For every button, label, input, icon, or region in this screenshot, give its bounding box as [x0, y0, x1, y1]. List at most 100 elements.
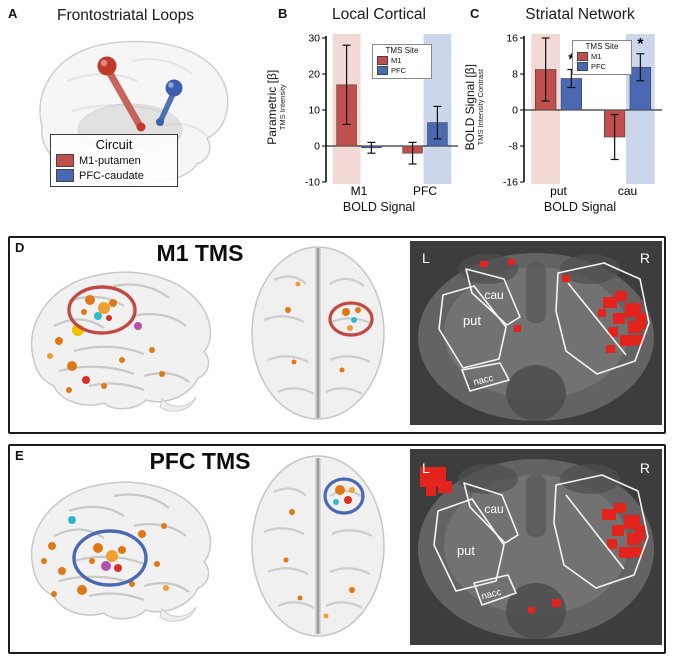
circuit-legend: Circuit M1-putamen PFC-caudate — [50, 134, 178, 187]
brain-sulci — [263, 487, 373, 609]
caudate-node — [156, 118, 164, 126]
m1-swatch — [377, 56, 388, 65]
pfc-node-highlight — [168, 82, 174, 88]
cerebellum — [159, 396, 197, 412]
right-hemisphere-label: R — [640, 460, 650, 476]
x-category-label: put — [550, 184, 567, 198]
panel-d-title: M1 TMS — [156, 240, 244, 266]
significance-marker: * — [637, 36, 644, 53]
bar-chart-striatal-network: -16 -8 0 8 16 * put * cau — [503, 33, 662, 198]
m1-striatal-slice: L R cau put nacc — [410, 241, 662, 425]
striatal-outlines — [433, 474, 649, 606]
panel-b-letter: B — [278, 6, 288, 21]
chart-c-x-axis-label: BOLD Signal — [543, 200, 617, 214]
chart-c-legend-title: TMS Site — [585, 42, 619, 51]
caudate-label: cau — [484, 288, 503, 302]
y-tick-label: 16 — [506, 33, 518, 45]
panel-e-letter: E — [15, 448, 24, 463]
chart-b-legend: TMS Site M1 PFC — [372, 44, 432, 79]
pfc-circle-annotation — [72, 529, 148, 587]
slice-dark-region — [560, 464, 620, 494]
left-caudate-outline — [463, 482, 519, 544]
right-internal-divider — [567, 282, 627, 356]
pfc-circle-annotation — [323, 477, 365, 515]
slice-ventricle — [526, 475, 546, 537]
panel-c-title: Striatal Network — [525, 6, 635, 23]
panel-b-title: Local Cortical — [332, 6, 426, 23]
m1-node — [97, 56, 117, 76]
activation-clusters — [480, 259, 646, 353]
slice-labels: L R cau put nacc — [422, 460, 650, 602]
chart-b-legend-title: TMS Site — [385, 46, 419, 55]
chart-b-y-axis-label: Parametric [β] TMS Intensity — [265, 32, 287, 182]
chart-b-legend-m1: M1 — [377, 56, 427, 65]
nacc-label: nacc — [480, 587, 502, 603]
slice-dark-region — [506, 583, 566, 639]
legend-item-pfc-caudate: PFC-caudate — [56, 169, 172, 182]
striatal-outlines — [438, 262, 650, 392]
x-category-label: cau — [618, 184, 637, 198]
left-hemisphere-label: L — [422, 460, 430, 476]
panel-d-letter: D — [15, 240, 25, 255]
left-hemisphere-label: L — [422, 250, 430, 266]
circuit-legend-title: Circuit — [95, 137, 133, 152]
slice-labels: L R cau put nacc — [422, 250, 650, 388]
chart-b-x-axis-label: BOLD Signal — [342, 200, 416, 214]
m1-putamen-swatch — [56, 154, 74, 167]
y-tick-label: 20 — [308, 69, 320, 81]
pfc-axial-brain — [251, 455, 385, 637]
right-internal-divider — [565, 494, 625, 570]
caudate-label: cau — [484, 502, 503, 516]
pfc-swatch — [577, 62, 588, 71]
slice-dark-region — [458, 464, 518, 494]
left-putamen-outline — [438, 285, 507, 369]
activation-blobs — [283, 485, 355, 619]
brain-sulci — [53, 283, 190, 392]
m1-lateral-brain — [30, 271, 212, 412]
m1-node-highlight — [100, 59, 108, 67]
pfc-striatal-slice: L R cau put nacc — [410, 449, 662, 645]
chart-b-ylabel-sub: TMS Intensity — [277, 84, 287, 131]
pfc-lateral-brain — [30, 481, 212, 622]
left-nacc-outline — [461, 362, 510, 392]
chart-b-legend-pfc: PFC — [377, 66, 427, 75]
y-tick-label: 10 — [308, 105, 320, 117]
panel-a-title: Frontostriatal Loops — [57, 7, 194, 24]
chart-c-legend-pfc: PFC — [577, 62, 627, 71]
left-putamen-outline — [433, 498, 505, 592]
putamen-label: put — [463, 313, 481, 328]
panel-c-letter: C — [470, 6, 480, 21]
m1-swatch — [577, 52, 588, 61]
panel-e-title: PFC TMS — [149, 448, 251, 474]
activation-clusters — [420, 467, 645, 613]
activation-blobs — [285, 281, 361, 373]
pfc-node — [165, 79, 183, 97]
slice-dark-region — [560, 254, 620, 284]
y-tick-label: -10 — [305, 177, 320, 189]
pfc-caudate-label: PFC-caudate — [79, 169, 144, 182]
slice-ventricle — [526, 263, 546, 323]
y-tick-label: 30 — [308, 33, 320, 45]
legend-item-m1-putamen: M1-putamen — [56, 154, 172, 167]
y-tick-label: -16 — [503, 177, 518, 189]
pfc-legend-label: PFC — [391, 66, 406, 75]
chart-c-ylabel-main: BOLD Signal [β] — [462, 64, 477, 151]
left-caudate-outline — [465, 268, 521, 326]
m1-putamen-tract — [103, 64, 144, 130]
panel-a-letter: A — [8, 6, 18, 21]
significance-marker: * — [568, 52, 575, 69]
m1-legend-label: M1 — [391, 56, 402, 65]
left-nacc-outline — [473, 574, 517, 606]
chart-c-ylabel-sub: TMS Intensity Contrast — [475, 69, 485, 146]
x-category-label: PFC — [413, 184, 437, 198]
putamen-node — [136, 122, 146, 132]
y-tick-label: 0 — [314, 141, 320, 153]
pfc-swatch — [377, 66, 388, 75]
right-hemisphere-label: R — [640, 250, 650, 266]
y-tick-label: 0 — [512, 105, 518, 117]
y-tick-label: 8 — [512, 69, 518, 81]
right-striatum-outline — [553, 474, 649, 589]
m1-axial-brain — [251, 246, 385, 420]
activation-blobs — [41, 516, 169, 597]
